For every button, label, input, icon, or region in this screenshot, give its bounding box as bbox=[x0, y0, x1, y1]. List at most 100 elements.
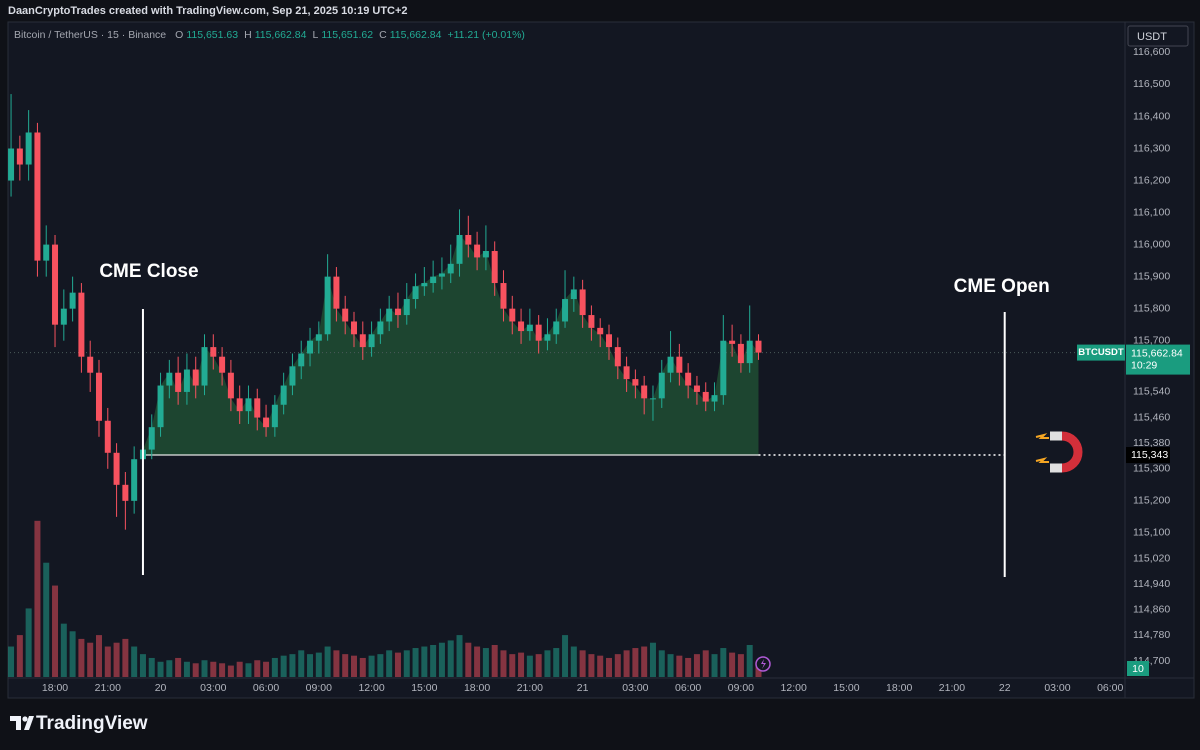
candle-body bbox=[34, 132, 41, 261]
x-tick-label: 15:00 bbox=[411, 682, 437, 694]
volume-bar bbox=[649, 642, 656, 677]
volume-bar bbox=[113, 642, 120, 677]
candle-body bbox=[377, 321, 384, 335]
volume-bar bbox=[553, 648, 560, 677]
volume-bar bbox=[52, 585, 59, 677]
candle-body bbox=[69, 292, 76, 309]
currency: USDT bbox=[1137, 31, 1167, 43]
candle-body bbox=[403, 299, 410, 316]
volume-bar bbox=[746, 645, 753, 677]
volume-bar bbox=[421, 646, 428, 677]
x-tick-label: 03:00 bbox=[1044, 682, 1070, 694]
candle-body bbox=[271, 404, 278, 428]
volume-bar bbox=[518, 652, 525, 677]
x-tick-label: 21:00 bbox=[939, 682, 965, 694]
candle-body bbox=[421, 283, 428, 287]
credit: DaanCryptoTrades created with TradingVie… bbox=[8, 5, 408, 17]
candle-body bbox=[236, 398, 243, 412]
volume-bar bbox=[597, 655, 604, 677]
symbol: Bitcoin / TetherUS · 15 · Binance bbox=[14, 29, 167, 41]
candle-body bbox=[175, 372, 182, 392]
y-tick-label: 114,940 bbox=[1133, 578, 1170, 590]
x-tick-label: 12:00 bbox=[781, 682, 807, 694]
y-tick-label: 115,460 bbox=[1133, 411, 1170, 423]
volume-bar bbox=[430, 645, 437, 677]
symbol-tag bbox=[1077, 344, 1125, 361]
volume-bar bbox=[104, 646, 111, 677]
candle-body bbox=[289, 366, 296, 386]
y-tick-label: 115,300 bbox=[1133, 463, 1170, 475]
candle-body bbox=[685, 372, 692, 386]
x-tick-label: 22 bbox=[999, 682, 1011, 694]
volume-bar bbox=[210, 661, 217, 677]
volume-bar bbox=[227, 665, 234, 677]
y-tick-label: 116,300 bbox=[1133, 142, 1170, 154]
candle-body bbox=[78, 292, 85, 357]
ohlc-label: C bbox=[379, 29, 387, 41]
candle-body bbox=[676, 356, 683, 373]
gap-level-label: 115,343 bbox=[1131, 449, 1168, 461]
volume-bar bbox=[359, 657, 366, 677]
volume-bar bbox=[192, 663, 199, 677]
brand: TradingView bbox=[36, 713, 148, 734]
volume-bar bbox=[491, 645, 498, 677]
volume-bar bbox=[166, 660, 173, 677]
candle-body bbox=[632, 379, 639, 386]
alert-bolt bbox=[761, 659, 766, 669]
candle-body bbox=[394, 308, 401, 316]
volume-bar bbox=[535, 654, 542, 677]
x-tick-label: 06:00 bbox=[675, 682, 701, 694]
y-tick-label: 114,860 bbox=[1133, 604, 1170, 616]
x-tick-label: 20 bbox=[155, 682, 167, 694]
ohlc-label: L bbox=[312, 29, 319, 41]
candle-body bbox=[95, 372, 102, 421]
y-tick-label: 115,700 bbox=[1133, 334, 1170, 346]
volume-bar bbox=[386, 650, 393, 677]
y-tick-label: 116,000 bbox=[1133, 238, 1170, 250]
volume-bar bbox=[148, 657, 155, 677]
candle-body bbox=[465, 234, 472, 245]
candle-body bbox=[210, 347, 217, 357]
volume-bar bbox=[87, 642, 94, 677]
candle-body bbox=[535, 324, 542, 341]
tv-logo bbox=[10, 716, 34, 730]
candle-body bbox=[447, 263, 454, 274]
candle-body bbox=[298, 353, 305, 367]
candle-body bbox=[667, 356, 674, 373]
candle-body bbox=[25, 132, 32, 165]
candle-body bbox=[509, 308, 516, 322]
candle-body bbox=[746, 340, 753, 364]
last-price-label: 115,662.84 bbox=[1131, 347, 1183, 359]
candle-body bbox=[263, 417, 270, 428]
volume-bar bbox=[447, 640, 454, 677]
candle-body bbox=[87, 356, 94, 373]
y-tick-label: 116,400 bbox=[1133, 110, 1170, 122]
y-tick-label: 115,020 bbox=[1133, 552, 1170, 564]
y-tick-label: 116,500 bbox=[1133, 78, 1170, 90]
candle-body bbox=[544, 334, 551, 341]
volume-bar bbox=[350, 655, 357, 677]
x-tick-label: 12:00 bbox=[358, 682, 384, 694]
candle-body bbox=[201, 347, 208, 386]
volume-bar bbox=[254, 660, 261, 677]
gap-area bbox=[142, 234, 759, 456]
volume-bar bbox=[122, 638, 129, 677]
volume-bar bbox=[219, 663, 226, 677]
candle-body bbox=[641, 385, 648, 399]
candle-body bbox=[518, 321, 525, 332]
volume-bar bbox=[16, 635, 23, 677]
volume-bar bbox=[579, 650, 586, 677]
ohlc-value: 115,651.63 bbox=[186, 29, 239, 41]
y-tick-label: 115,900 bbox=[1133, 270, 1170, 282]
x-tick-label: 15:00 bbox=[833, 682, 859, 694]
volume-bar bbox=[623, 650, 630, 677]
candle-body bbox=[43, 244, 50, 261]
volume-bar bbox=[570, 646, 577, 677]
y-tick-label: 115,200 bbox=[1133, 495, 1170, 507]
candle-body bbox=[219, 356, 226, 373]
volume-bar bbox=[403, 650, 410, 677]
candle-body bbox=[693, 385, 700, 392]
y-tick-label: 115,540 bbox=[1133, 386, 1170, 398]
candle-body bbox=[658, 372, 665, 399]
